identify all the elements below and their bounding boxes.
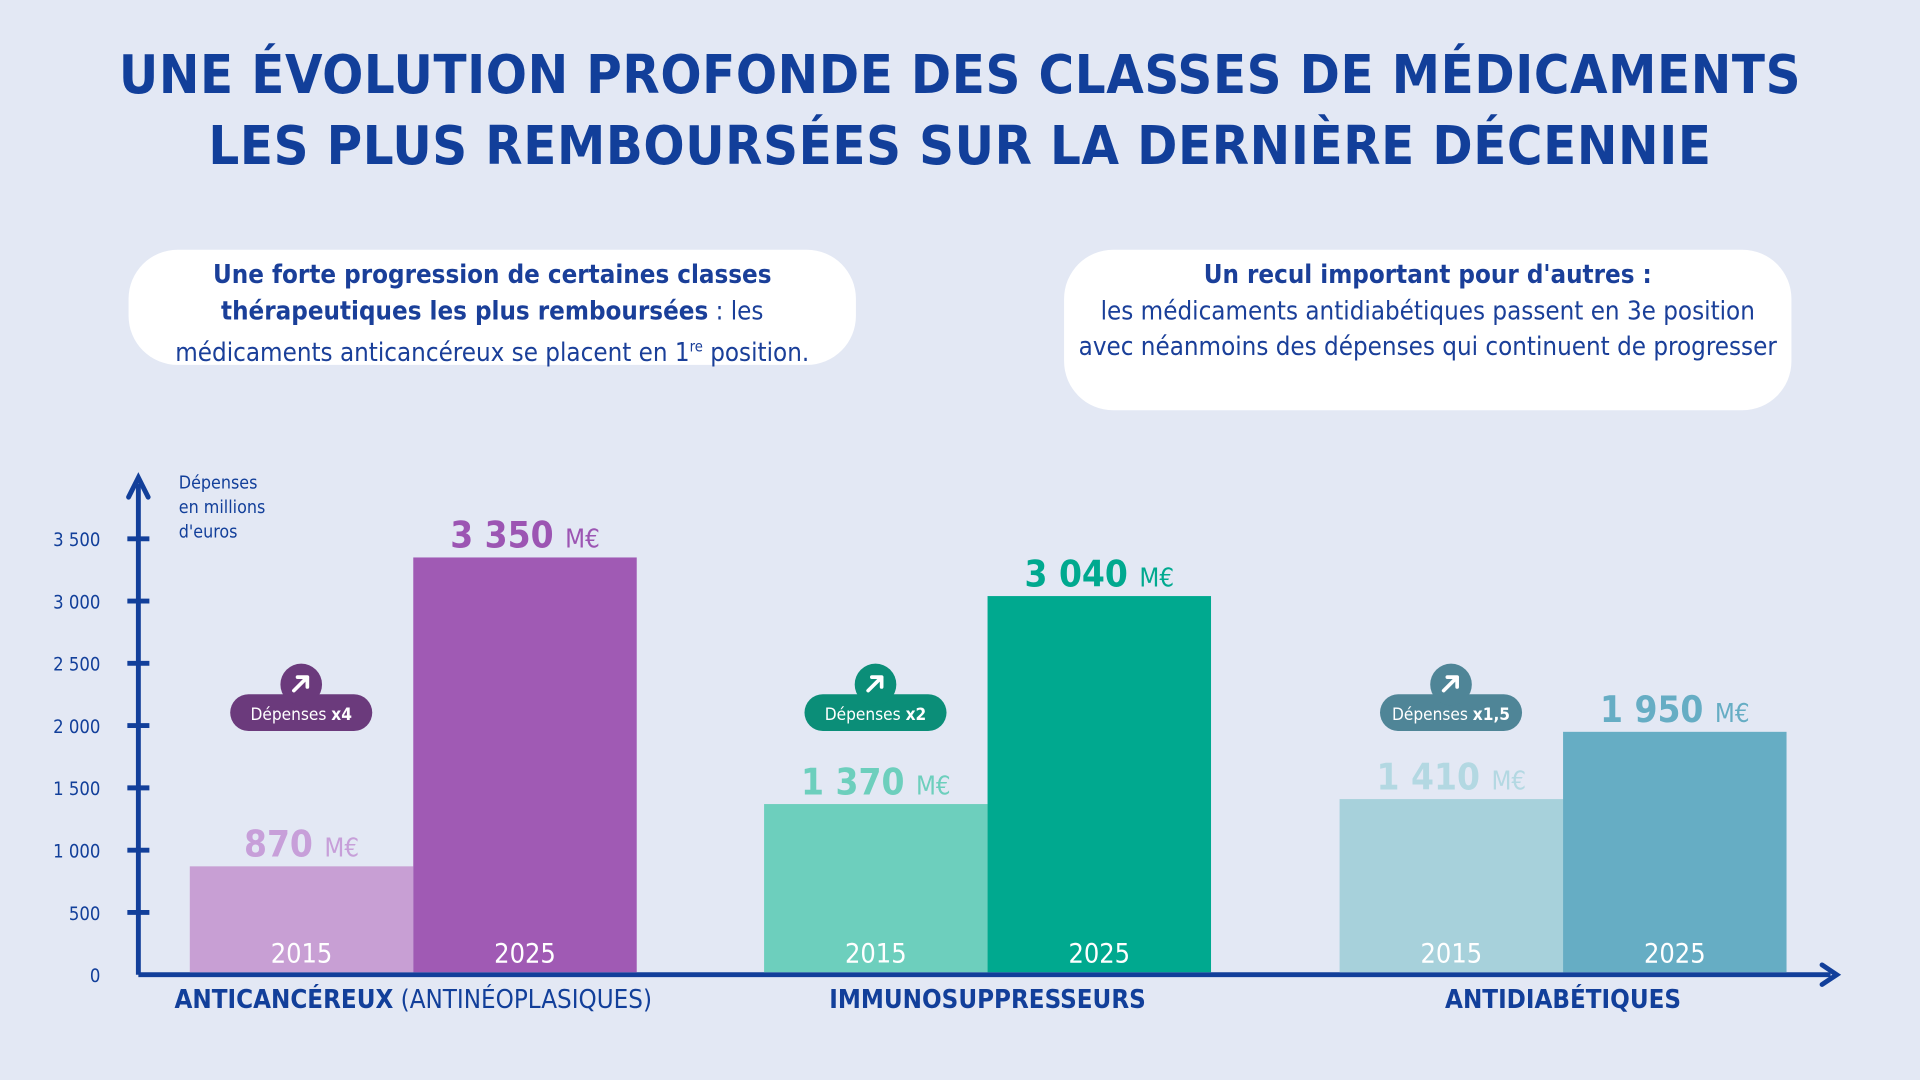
bar-year-label: 2025: [1068, 938, 1130, 969]
title-line-1: UNE ÉVOLUTION PROFONDE DES CLASSES DE MÉ…: [118, 44, 1802, 107]
callout-progression: Une forte progression de certaines class…: [128, 249, 856, 368]
bar-2025: [1563, 731, 1787, 973]
bar-value-unit: M€: [324, 834, 359, 864]
category-suffix: (ANTINÉOPLASIQUES): [393, 983, 652, 1015]
callout-progression-tail: position.: [702, 337, 810, 368]
y-axis-label: Dépenses: [179, 474, 258, 494]
y-tick-label: 3 500: [53, 530, 100, 551]
bar-2025: [987, 596, 1212, 973]
bar-value-unit: M€: [916, 771, 951, 801]
growth-badge-label: Dépenses x4: [250, 705, 352, 725]
bar-value-label: 1 370 M€: [801, 760, 951, 803]
growth-badge: [230, 694, 373, 732]
x-axis-arrow-icon: [1819, 962, 1842, 987]
callout-recul-bold: Un recul important pour d'autres :: [1203, 259, 1652, 289]
bar-value-label: 870 M€: [244, 823, 359, 866]
arrow-up-right-icon: [866, 675, 884, 693]
callout-progression-text: : les médicaments anticancéreux se place…: [175, 295, 764, 368]
bar-year-label: 2025: [494, 938, 556, 969]
category-label: ANTIDIABÉTIQUES: [1445, 983, 1681, 1015]
bar-2015: [189, 866, 414, 973]
bar-value-unit: M€: [1491, 766, 1526, 796]
growth-factor: x4: [331, 705, 352, 725]
y-tick-label: 2 000: [53, 717, 100, 738]
arrow-up-right-icon: [1441, 675, 1459, 693]
callout-progression-sup: re: [689, 337, 703, 356]
bar-year-label: 2015: [1421, 938, 1483, 969]
growth-badge-label: Dépenses x1,5: [1392, 705, 1510, 725]
callout-recul-text: les médicaments antidiabétiques passent …: [1078, 295, 1777, 362]
y-axis-arrow-icon: [126, 472, 151, 500]
growth-badge: [804, 694, 947, 732]
bar-value-unit: M€: [565, 525, 600, 555]
y-tick-label: 3 000: [53, 592, 100, 613]
y-tick-label: 2 500: [53, 655, 100, 676]
y-tick-label: 1 500: [53, 779, 100, 800]
growth-factor: x1,5: [1473, 705, 1510, 725]
bar-2025: [413, 557, 637, 973]
bar-value-label: 3 040 M€: [1024, 552, 1174, 595]
arrow-up-right-icon: [292, 675, 310, 693]
y-axis-label: en millions: [179, 498, 266, 518]
bar-value-unit: M€: [1139, 563, 1174, 593]
callout-recul: Un recul important pour d'autres : les m…: [1064, 249, 1792, 411]
category-label: IMMUNOSUPPRESSEURS: [829, 985, 1146, 1015]
bar-value-unit: M€: [1715, 699, 1750, 729]
category-label: ANTICANCÉREUX (ANTINÉOPLASIQUES): [175, 983, 653, 1015]
growth-badge-label: Dépenses x2: [825, 705, 926, 725]
y-tick-label: 1 000: [53, 841, 100, 862]
title-line-2: LES PLUS REMBOURSÉES SUR LA DERNIÈRE DÉC…: [208, 115, 1712, 178]
y-axis-label: d'euros: [179, 523, 238, 543]
growth-factor: x2: [906, 705, 927, 725]
callout-progression-bold: Une forte progression de certaines class…: [212, 259, 772, 326]
bar-year-label: 2015: [271, 938, 333, 969]
bar-2015: [1339, 799, 1564, 973]
bar-year-label: 2025: [1644, 938, 1706, 969]
bar-year-label: 2015: [845, 938, 907, 969]
y-tick-label: 500: [69, 904, 101, 925]
bar-value-label: 3 350 M€: [450, 514, 600, 557]
bar-value-label: 1 950 M€: [1600, 688, 1750, 731]
bar-value-label: 1 410 M€: [1377, 755, 1527, 798]
growth-badge: [1380, 694, 1523, 732]
y-tick-label: 0: [90, 966, 101, 987]
bar-2015: [764, 804, 988, 973]
